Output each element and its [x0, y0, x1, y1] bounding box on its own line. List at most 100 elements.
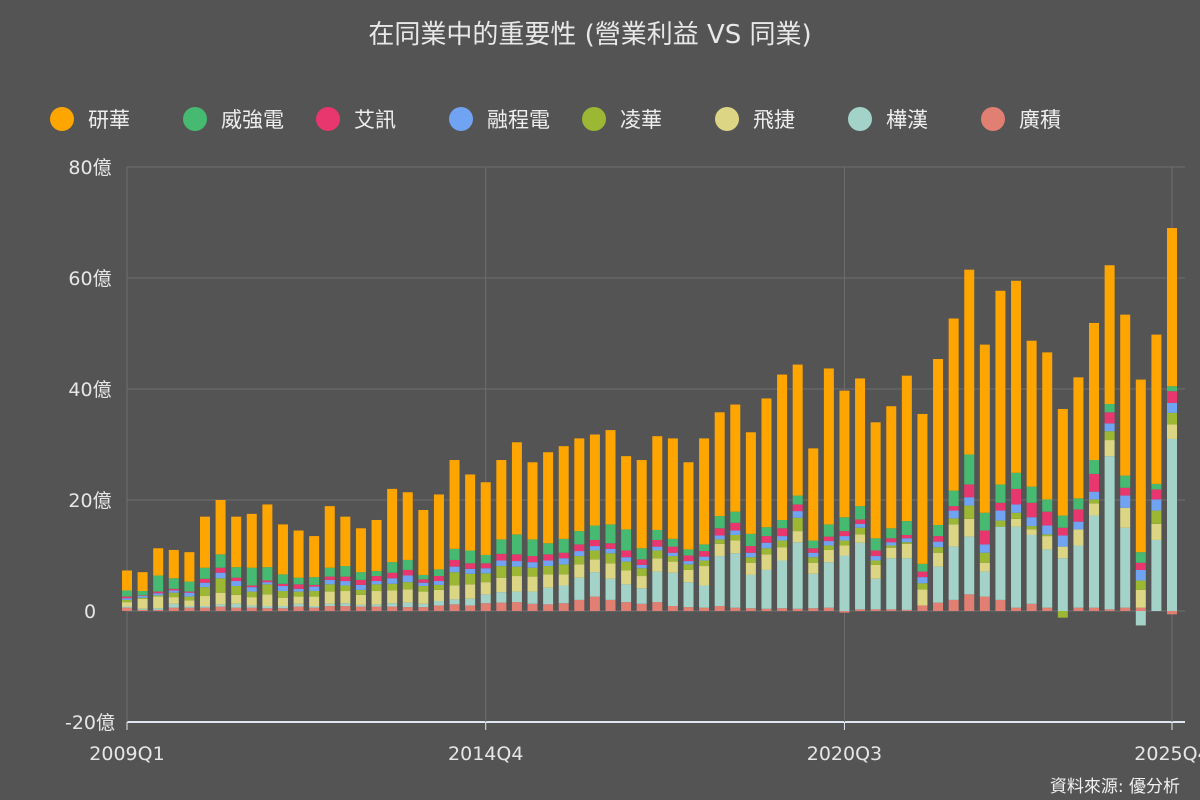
bar-segment — [808, 557, 819, 563]
legend-item[interactable]: 廣積 — [981, 104, 1114, 134]
bar-segment — [355, 579, 366, 585]
legend-label: 艾訊 — [354, 108, 396, 132]
bar-segment — [979, 562, 990, 572]
bar-segment — [792, 542, 803, 609]
bar-segment — [605, 430, 616, 525]
bar-segment — [231, 577, 242, 582]
bar-segment — [543, 574, 554, 588]
bar-segment — [1151, 483, 1162, 490]
bar-segment — [371, 576, 382, 582]
bar-segment — [917, 571, 928, 578]
bar-segment — [199, 606, 210, 608]
bar-segment — [855, 609, 866, 611]
bar-segment — [480, 573, 491, 583]
bar-segment — [870, 609, 881, 611]
bar-segment — [730, 534, 741, 541]
legend-item[interactable]: 飛捷 — [715, 104, 848, 134]
bar-segment — [543, 560, 554, 567]
bar-segment — [465, 550, 476, 564]
bar-segment — [465, 605, 476, 611]
bar-segment — [714, 543, 725, 557]
bar-segment — [122, 599, 132, 603]
y-tick-label: 40億 — [68, 379, 111, 401]
bar-segment — [1104, 431, 1115, 441]
legend-item[interactable]: 威強電 — [183, 104, 316, 134]
bar-segment — [605, 599, 616, 611]
bar-segment — [1026, 340, 1037, 487]
bar-segment — [777, 519, 788, 529]
bar-segment — [387, 583, 398, 591]
legend-item[interactable]: 凌華 — [582, 104, 715, 134]
bar-segment — [387, 603, 398, 607]
bar-segment — [948, 599, 959, 611]
legend-item[interactable]: 融程電 — [449, 104, 582, 134]
bar-segment — [621, 529, 632, 551]
chart-title: 在同業中的重要性 (營業利益 VS 同業) — [368, 20, 812, 50]
bar-segment — [231, 594, 242, 604]
bar-segment — [823, 607, 834, 611]
bar-segment — [199, 607, 210, 611]
bar-segment — [153, 596, 164, 609]
bar-segment — [839, 531, 850, 537]
bar-segment — [355, 584, 366, 590]
bar-segment — [605, 578, 616, 600]
bar-segment — [543, 566, 554, 575]
bar-segment — [855, 378, 866, 507]
legend-item[interactable]: 樺漢 — [848, 104, 981, 134]
bar-segment — [387, 578, 398, 584]
bar-segment — [543, 452, 554, 544]
bar-segment — [886, 528, 897, 539]
bar-segment — [792, 364, 803, 496]
bar-segment — [699, 556, 710, 561]
bar-segment — [901, 542, 912, 544]
legend-marker-icon — [715, 107, 739, 131]
bar-segment — [777, 560, 788, 609]
bar-segment — [215, 554, 226, 568]
bar-segment — [122, 590, 132, 597]
bar-segment — [511, 442, 522, 535]
bar-segment — [340, 581, 351, 586]
bar-segment — [340, 585, 351, 592]
bar-segment — [1089, 491, 1100, 500]
bar-segment — [745, 608, 756, 611]
bar-segment — [605, 553, 616, 564]
y-tick-label: 20億 — [68, 490, 111, 512]
bar-segment — [652, 558, 663, 572]
bar-segment — [355, 594, 366, 605]
bar-segment — [1120, 527, 1131, 608]
legend-item[interactable]: 研華 — [50, 104, 183, 134]
bar-segment — [589, 546, 600, 551]
bar-segment — [1057, 611, 1068, 618]
bar-segment — [371, 591, 382, 605]
legend-item[interactable]: 艾訊 — [316, 104, 449, 134]
bar-segment — [745, 533, 756, 547]
bar-segment — [293, 606, 304, 611]
bar-segment — [964, 594, 975, 611]
bar-segment — [1167, 438, 1177, 611]
x-tick-label: 2025Q4 — [1134, 743, 1200, 765]
bar-segment — [418, 579, 429, 583]
bar-segment — [168, 588, 179, 591]
bar-segment — [449, 460, 460, 549]
bar-segment — [449, 599, 460, 605]
legend-marker-icon — [848, 107, 872, 131]
bar-segment — [449, 548, 460, 560]
bar-segment — [1011, 488, 1022, 505]
bar-segment — [1026, 526, 1037, 530]
bar-segment — [293, 584, 304, 589]
bar-segment — [433, 605, 444, 611]
bar-segment — [979, 530, 990, 545]
bar-segment — [527, 567, 538, 577]
bar-segment — [823, 541, 834, 546]
bar-segment — [122, 606, 132, 608]
bar-segment — [1104, 412, 1115, 424]
bar-segment — [964, 484, 975, 498]
bar-segment — [199, 567, 210, 579]
bar-segment — [1026, 529, 1037, 535]
bar-segment — [137, 609, 148, 611]
bar-segment — [1011, 512, 1022, 519]
bar-segment — [917, 589, 928, 606]
legend-label: 樺漢 — [886, 108, 928, 132]
bar-segment — [293, 591, 304, 597]
